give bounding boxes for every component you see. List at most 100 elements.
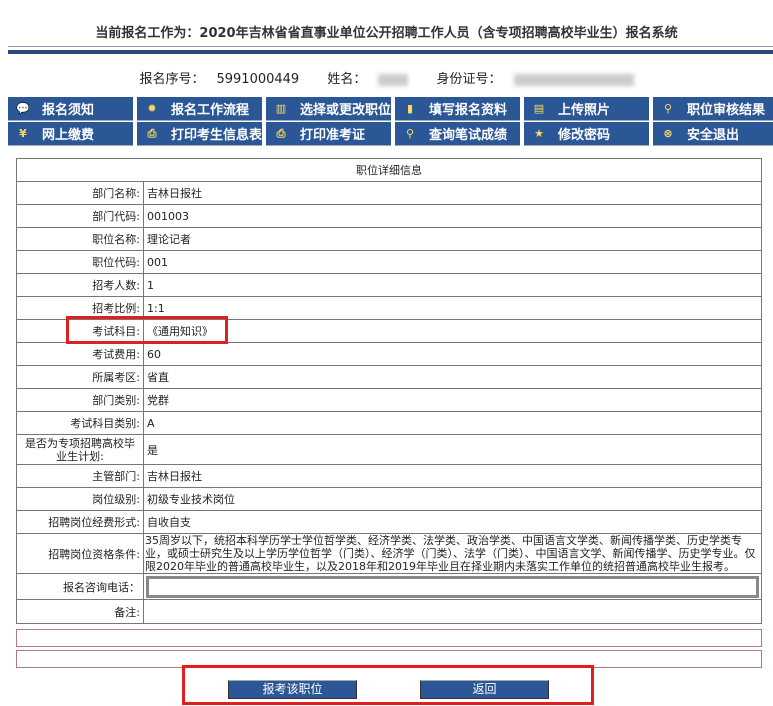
empty-row [16, 629, 762, 647]
field-value: 党群 [143, 388, 762, 412]
field-label: 所属考区: [16, 365, 144, 389]
field-label: 招聘岗位经费形式: [16, 510, 144, 534]
phone-label: 报名咨询电话： [16, 573, 144, 600]
table-row: 部门名称: 吉林日报社 [16, 181, 762, 205]
nav-item[interactable]: ⚲ 查询笔试成绩 [395, 122, 520, 146]
field-label: 考试费用: [16, 342, 144, 366]
field-label: 招聘岗位资格条件: [16, 533, 144, 574]
note-label: 备注: [16, 599, 144, 624]
table-row: 招聘岗位资格条件: 35周岁以下，统招本科学历学士学位哲学类、经济学类、法学类、政… [16, 533, 762, 574]
apply-position-button[interactable]: 报考该职位 [228, 680, 357, 699]
nav-item[interactable]: ⊗ 安全退出 [653, 122, 773, 146]
name-label: 姓名： [327, 72, 367, 87]
nav-label: 职位审核结果 [687, 103, 766, 118]
field-value: 001003 [143, 204, 762, 228]
table-row: 报名咨询电话： [16, 573, 762, 600]
nav-label: 填写报名资料 [429, 103, 508, 118]
sun-icon: ✹ [147, 101, 157, 115]
nav-label: 安全退出 [687, 128, 740, 143]
divider [8, 50, 773, 54]
nav-label: 选择或更改职位 [300, 103, 392, 118]
main-nav: 💬 报名须知 ✹ 报名工作流程 ▥ 选择或更改职位 ▮ 填写报名资料 ▤ 上传照片 ⚲ 职位审核结果 ¥… [8, 97, 773, 146]
field-value: 《通用知识》 [143, 319, 762, 343]
divider [8, 46, 773, 47]
highlight-box [66, 316, 228, 344]
nav-item[interactable]: ✹ 报名工作流程 [137, 97, 262, 121]
phone-field[interactable] [146, 575, 759, 598]
magnifier-icon: ⚲ [405, 126, 415, 140]
field-value: 001 [143, 250, 762, 274]
field-value: 吉林日报社 [143, 464, 762, 488]
field-label: 职位名称: [16, 227, 144, 251]
yuan-icon: ¥ [19, 126, 27, 140]
field-value: A [143, 411, 762, 435]
table-row: 考试费用: 60 [16, 342, 762, 366]
field-value: 1 [143, 273, 762, 297]
id-label: 身份证号： [436, 72, 502, 87]
page-title: 当前报名工作为：2020年吉林省省直事业单位公开招聘工作人员（含专项招聘高校毕业… [95, 26, 678, 41]
nav-label: 修改密码 [558, 128, 611, 143]
table-row: 部门类别: 党群 [16, 388, 762, 412]
field-label: 是否为专项招聘高校毕业生计划: [16, 434, 144, 465]
field-label: 考试科目类别: [16, 411, 144, 435]
nav-label: 打印准考证 [300, 128, 366, 143]
applicant-info: 报名序号： 5991000449 姓名： 身份证号： [0, 68, 773, 87]
field-value: 省直 [143, 365, 762, 389]
table-row: 职位名称: 理论记者 [16, 227, 762, 251]
table-row: 职位代码: 001 [16, 250, 762, 274]
nav-label: 上传照片 [558, 103, 611, 118]
exit-icon: ⊗ [663, 126, 673, 140]
back-button[interactable]: 返回 [420, 680, 549, 699]
table-row: 主管部门: 吉林日报社 [16, 464, 762, 488]
nav-item[interactable]: ⎙ 打印准考证 [266, 122, 391, 146]
field-label: 招考人数: [16, 273, 144, 297]
note-value [143, 599, 762, 624]
table-row: 考试科目类别: A [16, 411, 762, 435]
nav-item[interactable]: ★ 修改密码 [524, 122, 649, 146]
printer-icon: ⎙ [276, 126, 286, 140]
star-icon: ★ [534, 126, 544, 140]
field-value: 自收自支 [143, 510, 762, 534]
name-redacted [378, 73, 409, 86]
field-label: 职位代码: [16, 250, 144, 274]
nav-item[interactable]: ▮ 填写报名资料 [395, 97, 520, 121]
table-row: 部门代码: 001003 [16, 204, 762, 228]
picture-icon: ▤ [533, 101, 545, 115]
nav-item[interactable]: 💬 报名须知 [8, 97, 133, 121]
table-row: 考试科目: 《通用知识》 [16, 319, 762, 343]
field-label: 部门代码: [16, 204, 144, 228]
highlight-box [182, 665, 594, 705]
table-row: 岗位级别: 初级专业技术岗位 [16, 487, 762, 511]
nav-item[interactable]: ▥ 选择或更改职位 [266, 97, 391, 121]
table-row: 招聘岗位经费形式: 自收自支 [16, 510, 762, 534]
nav-label: 报名须知 [42, 103, 95, 118]
nav-label: 查询笔试成绩 [429, 128, 508, 143]
table-row: 招考人数: 1 [16, 273, 762, 297]
table-row: 是否为专项招聘高校毕业生计划: 是 [16, 434, 762, 465]
nav-item[interactable]: ▤ 上传照片 [524, 97, 649, 121]
magnifier-icon: ⚲ [663, 101, 673, 115]
field-label: 部门名称: [16, 181, 144, 205]
position-detail-table: 职位详细信息 部门名称: 吉林日报社 部门代码: 001003 职位名称: 理论记者 职位代… [16, 158, 762, 624]
nav-item[interactable]: ⎙ 打印考生信息表 [137, 122, 262, 146]
field-value: 60 [143, 342, 762, 366]
nav-item[interactable]: ¥ 网上缴费 [8, 122, 133, 146]
serial-label: 报名序号： [139, 72, 205, 87]
book-icon: ▥ [275, 101, 287, 115]
pencil-icon: ▮ [406, 101, 414, 115]
field-value: 初级专业技术岗位 [143, 487, 762, 511]
nav-label: 报名工作流程 [171, 103, 250, 118]
field-value: 吉林日报社 [143, 181, 762, 205]
field-value: 是 [143, 434, 762, 465]
serial-value: 5991000449 [216, 72, 300, 87]
nav-item[interactable]: ⚲ 职位审核结果 [653, 97, 773, 121]
table-row: 所属考区: 省直 [16, 365, 762, 389]
table-heading: 职位详细信息 [16, 158, 762, 182]
field-label: 岗位级别: [16, 487, 144, 511]
table-row: 招考比例: 1:1 [16, 296, 762, 320]
field-value: 理论记者 [143, 227, 762, 251]
field-value: 35周岁以下，统招本科学历学士学位哲学类、经济学类、法学类、政治学类、中国语言文… [143, 533, 762, 574]
field-label: 部门类别: [16, 388, 144, 412]
nav-label: 打印考生信息表 [171, 128, 263, 143]
id-redacted [513, 73, 634, 86]
